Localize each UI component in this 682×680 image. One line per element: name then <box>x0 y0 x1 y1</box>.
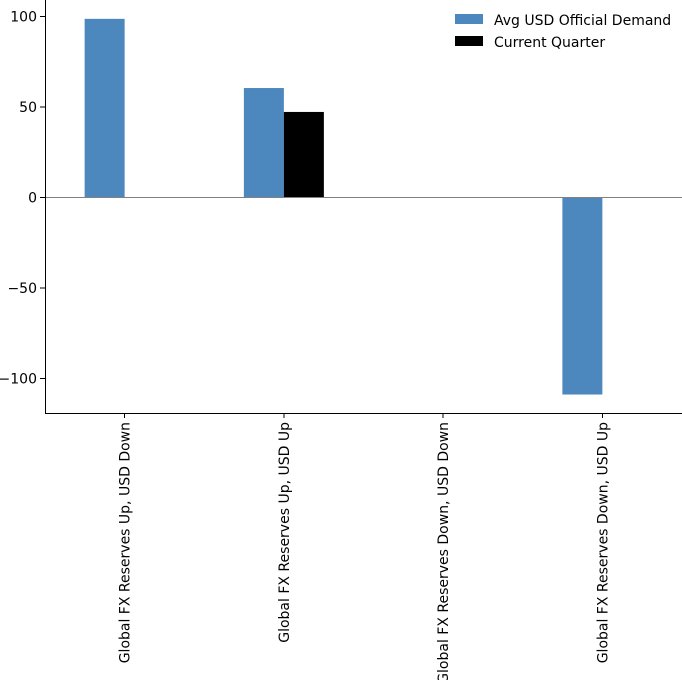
x-tick-label-1: Global FX Reserves Up, USD Down <box>118 422 134 663</box>
x-tick-label-3: Global FX Reserves Down, USD Down <box>436 422 452 680</box>
legend-swatch-1 <box>455 14 483 24</box>
bar-avg-usd-official-demand-4 <box>562 197 603 395</box>
y-tick-label: −100 <box>0 372 37 388</box>
y-tick-label: 50 <box>19 100 37 116</box>
y-tick-label: −50 <box>7 281 37 297</box>
bar-current-quarter-2 <box>283 111 324 198</box>
bar-avg-usd-official-demand-2 <box>243 88 284 198</box>
x-tick-label-4: Global FX Reserves Down, USD Up <box>595 422 611 663</box>
legend-swatch-2 <box>455 36 483 46</box>
bar-avg-usd-official-demand-1 <box>84 18 125 198</box>
legend: Avg USD Official Demand Current Quarter <box>455 13 671 51</box>
plot-area <box>84 18 603 395</box>
legend-label-2: Current Quarter <box>494 35 605 51</box>
x-tick-label-2: Global FX Reserves Up, USD Up <box>277 422 293 643</box>
x-axis-ticks: Global FX Reserves Up, USD Down Global FX… <box>118 413 611 680</box>
y-tick-label: 0 <box>28 190 37 206</box>
legend-label-1: Avg USD Official Demand <box>494 13 671 29</box>
y-tick-label: 100 <box>10 9 37 25</box>
y-axis-ticks: 100 50 0 −50 −100 <box>0 9 45 388</box>
